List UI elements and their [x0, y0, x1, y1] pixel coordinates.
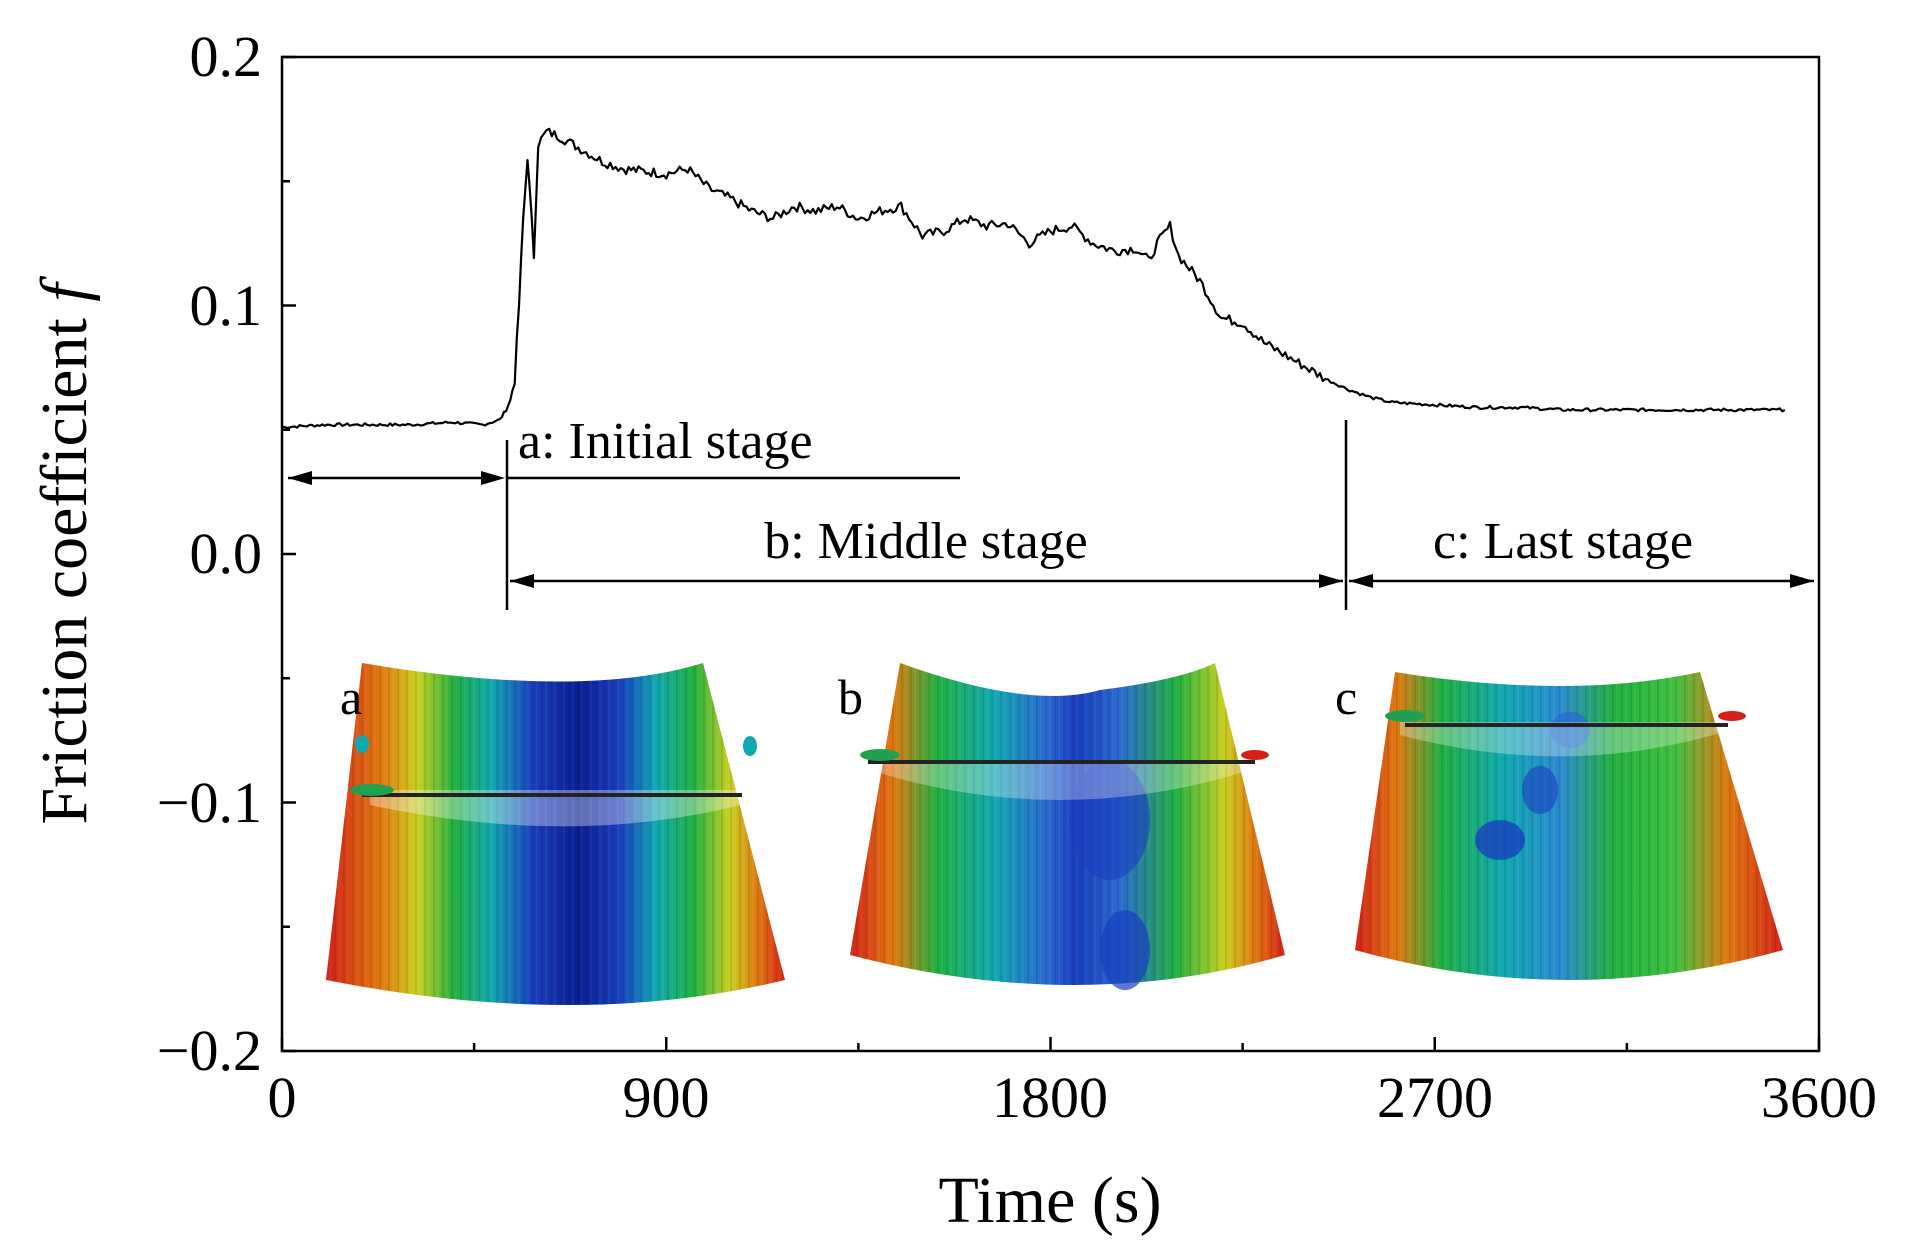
inset-label-a: a [340, 669, 362, 725]
inset-label-b: b [838, 669, 863, 725]
x-tick-label-2: 1800 [992, 1065, 1108, 1130]
y-axis-title-text: Friction coefficient [28, 302, 101, 825]
y-axis-title: Friction coefficient f [28, 276, 101, 825]
stage-a-arrow [288, 471, 505, 485]
stage-annotations: a: Initial stage b: Middle stage c: Last… [288, 413, 1814, 610]
marker-left-c [1385, 710, 1425, 722]
y-tick-label-3: −0.1 [157, 770, 262, 835]
marker-left-b [860, 749, 900, 761]
y-tick-label-0: 0.2 [190, 24, 263, 89]
y-axis-title-symbol: f [28, 276, 101, 302]
marker-right-c [1718, 711, 1746, 721]
surface-inset-b: b [838, 663, 1285, 990]
x-axis-title: Time (s) [938, 1164, 1161, 1237]
x-tick-label-1: 900 [623, 1065, 710, 1130]
x-tick-label-3: 2700 [1377, 1065, 1493, 1130]
stage-a-label: a: Initial stage [518, 413, 813, 470]
marker-dot-a [355, 735, 369, 753]
y-tick-label-4: −0.2 [157, 1018, 262, 1083]
x-axis-tick-labels: 0 900 1800 2700 3600 [268, 1065, 1878, 1130]
y-tick-label-1: 0.1 [190, 273, 263, 338]
stage-c-arrow [1349, 574, 1814, 588]
x-tick-label-4: 3600 [1761, 1065, 1877, 1130]
stage-b-arrow [510, 574, 1343, 588]
y-tick-label-2: 0.0 [190, 521, 263, 586]
inset-label-c: c [1335, 669, 1357, 725]
y-axis-ticks [282, 55, 296, 1053]
marker-left-a [350, 784, 394, 796]
stage-b-label: b: Middle stage [764, 513, 1088, 570]
friction-series-line [281, 127, 1786, 430]
marker-right-a [743, 736, 757, 756]
y-axis-tick-labels: 0.2 0.1 0.0 −0.1 −0.2 [157, 24, 262, 1083]
x-tick-label-0: 0 [268, 1065, 297, 1130]
surface-inset-a: a [326, 663, 785, 1005]
stage-c-label: c: Last stage [1433, 513, 1693, 570]
surface-inset-c: c [1335, 669, 1783, 980]
x-axis-ticks [280, 1037, 1821, 1051]
marker-right-b [1241, 750, 1269, 760]
